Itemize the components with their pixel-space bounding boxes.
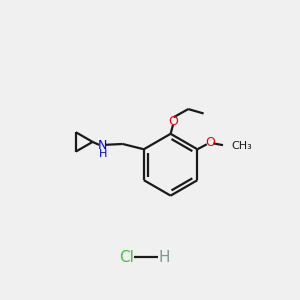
Text: Cl: Cl (119, 250, 134, 265)
Text: O: O (168, 115, 178, 128)
Text: H: H (99, 149, 108, 159)
Text: CH₃: CH₃ (232, 141, 253, 151)
Text: H: H (159, 250, 170, 265)
Text: N: N (98, 139, 107, 152)
Text: O: O (205, 136, 215, 149)
